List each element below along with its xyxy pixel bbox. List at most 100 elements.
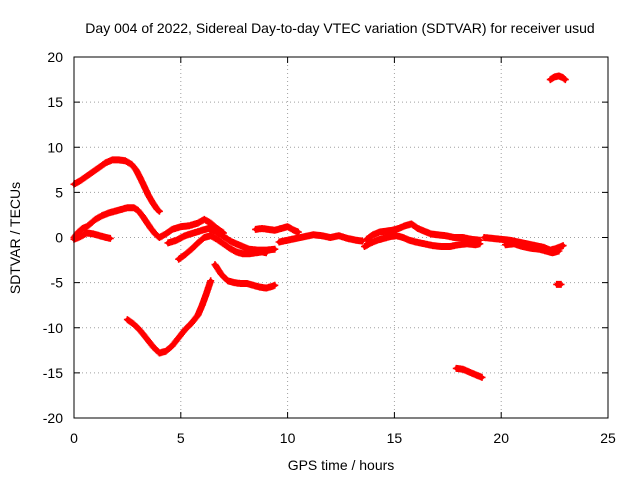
series-arc-evening-a [363, 220, 484, 244]
data-point [78, 234, 83, 239]
data-point [144, 336, 149, 341]
data-point [251, 283, 256, 288]
data-point [189, 247, 194, 252]
series-arc-minus-fifteen [452, 364, 486, 381]
data-point [311, 232, 316, 237]
data-point [142, 184, 147, 190]
data-point [466, 369, 472, 375]
x-tick-label: 0 [70, 430, 78, 446]
data-point [227, 246, 233, 251]
data-point [208, 278, 213, 284]
data-point [443, 233, 448, 238]
data-points [70, 72, 569, 381]
data-point [202, 217, 207, 222]
data-point [208, 233, 213, 238]
data-point [345, 236, 350, 241]
data-point [439, 244, 444, 249]
data-point [285, 224, 290, 229]
y-tick-label: 10 [47, 139, 63, 155]
data-point [302, 234, 307, 239]
data-point [400, 235, 406, 240]
series-arc-top-right [546, 72, 569, 84]
x-tick-label: 5 [177, 430, 185, 446]
data-point [170, 343, 175, 348]
data-point [195, 220, 201, 226]
x-tick-label: 25 [600, 430, 616, 446]
data-point [219, 272, 224, 277]
data-point [88, 220, 94, 226]
data-point [353, 238, 359, 243]
data-point [264, 250, 269, 256]
data-point [138, 328, 143, 333]
data-point [152, 231, 158, 237]
y-tick-label: -5 [51, 275, 64, 291]
data-point [238, 281, 243, 286]
data-point [520, 244, 525, 249]
data-point [76, 229, 81, 235]
data-point [285, 238, 290, 243]
data-point [481, 235, 487, 240]
data-point [182, 252, 188, 257]
data-point [456, 242, 461, 247]
y-tick-label: -20 [43, 410, 63, 426]
data-point [291, 228, 297, 233]
data-point [558, 282, 564, 287]
series-arc-deep-dip [123, 277, 215, 357]
data-point [138, 175, 143, 181]
x-tick-label: 10 [280, 430, 296, 446]
data-point [187, 223, 192, 228]
data-marks [275, 231, 366, 246]
data-point [370, 232, 376, 237]
data-point [144, 219, 149, 225]
x-tick-label: 20 [493, 430, 509, 446]
data-point [477, 241, 483, 247]
data-point [383, 228, 389, 234]
data-point [364, 237, 369, 242]
data-point [176, 256, 181, 262]
series-arc-isolated [553, 280, 565, 288]
data-point [232, 280, 237, 285]
data-point [170, 227, 175, 232]
data-point [464, 241, 470, 247]
data-point [229, 239, 235, 245]
data-point [182, 327, 188, 332]
data-point [402, 223, 408, 228]
data-point [447, 244, 453, 249]
data-point [174, 238, 179, 243]
data-point [272, 247, 277, 252]
data-point [375, 238, 380, 243]
x-tick-labels: 0 5 10 15 20 25 [70, 430, 616, 446]
plot-frame [73, 56, 609, 419]
data-point [221, 234, 226, 239]
data-point [221, 241, 226, 247]
data-point [214, 237, 220, 242]
data-point [148, 226, 154, 231]
data-marks [70, 156, 163, 215]
data-point [93, 217, 98, 222]
data-point [296, 229, 301, 235]
data-point [84, 230, 90, 236]
data-point [413, 239, 418, 245]
data-point [176, 335, 181, 340]
data-point [97, 233, 102, 238]
data-point [390, 228, 395, 233]
data-point [548, 77, 553, 82]
data-point [78, 178, 83, 183]
data-point [319, 233, 324, 238]
data-point [163, 231, 169, 237]
data-point [157, 350, 162, 356]
data-point [407, 238, 412, 243]
data-point [434, 232, 440, 237]
data-point [556, 73, 562, 79]
data-point [91, 169, 96, 174]
data-point [381, 236, 386, 241]
data-point [543, 248, 549, 254]
data-point [195, 312, 201, 318]
data-point [336, 233, 342, 238]
x-tick-label: 15 [387, 430, 403, 446]
data-point [473, 372, 478, 377]
data-point [479, 375, 485, 380]
series-arc-low-morning [70, 229, 114, 243]
data-point [503, 242, 508, 247]
data-point [528, 246, 534, 251]
